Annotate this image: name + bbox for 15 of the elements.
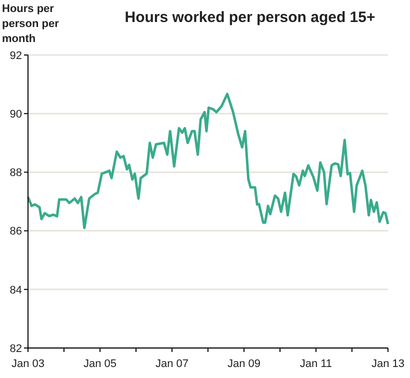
y-axis-title: Hours per person per month bbox=[2, 3, 60, 45]
line-series bbox=[26, 92, 390, 230]
x-tick-label: Jan 13 bbox=[371, 358, 405, 370]
x-tick-label: Jan 05 bbox=[84, 358, 117, 370]
y-tick-label: 92 bbox=[10, 50, 22, 62]
y-tick-label: 88 bbox=[10, 167, 22, 180]
chart-title: Hours worked per person aged 15+ bbox=[124, 9, 376, 26]
y-tick-label: 82 bbox=[10, 342, 22, 355]
y-tick-label: 84 bbox=[10, 284, 22, 296]
y-tick-label: 86 bbox=[10, 226, 22, 238]
x-tick-label: Jan 07 bbox=[155, 358, 188, 370]
x-tick-label: Jan 11 bbox=[300, 358, 332, 370]
x-tick-label: Jan 09 bbox=[228, 358, 261, 370]
x-tick-label: Jan 03 bbox=[11, 358, 45, 370]
y-tick-label: 90 bbox=[10, 108, 22, 120]
